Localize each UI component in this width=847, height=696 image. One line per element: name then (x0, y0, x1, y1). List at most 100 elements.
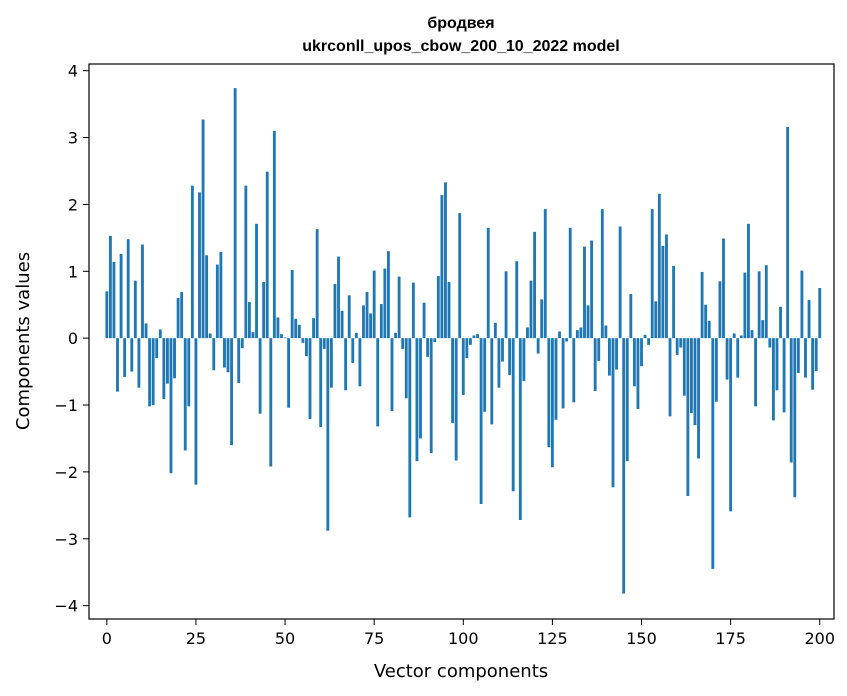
bar-160 (675, 338, 679, 355)
bar-168 (704, 304, 708, 339)
bar-162 (682, 338, 686, 396)
bar-183 (757, 271, 761, 339)
bar-72 (362, 305, 365, 339)
bar-12 (148, 338, 152, 407)
bar-127 (558, 331, 561, 339)
y-tick-label: −4 (54, 597, 78, 616)
bar-22 (183, 338, 187, 451)
bar-159 (672, 265, 676, 339)
bar-199 (814, 338, 818, 371)
bar-126 (554, 338, 558, 420)
bar-35 (230, 338, 234, 446)
bar-179 (743, 272, 747, 339)
bar-24 (190, 185, 194, 339)
bar-68 (347, 295, 351, 339)
bar-129 (565, 338, 569, 342)
bar-26 (198, 192, 201, 339)
bars-group (105, 88, 822, 594)
bar-134 (583, 246, 586, 339)
bar-122 (540, 299, 544, 339)
bar-17 (166, 338, 169, 384)
bar-95 (444, 182, 447, 339)
bar-82 (397, 276, 401, 339)
bar-120 (533, 231, 536, 339)
bar-177 (736, 338, 740, 378)
bar-31 (215, 264, 219, 339)
bar-69 (351, 338, 355, 363)
bar-77 (379, 304, 383, 339)
y-tick-label: −2 (54, 463, 78, 482)
x-tick-label: 100 (448, 629, 479, 648)
bar-66 (340, 310, 344, 339)
bar-8 (133, 280, 137, 339)
bar-150 (640, 338, 643, 367)
bar-64 (333, 283, 337, 339)
bar-174 (725, 338, 729, 380)
y-tick-label: −3 (54, 530, 78, 549)
bar-94 (440, 195, 444, 339)
bar-176 (732, 333, 736, 339)
bar-56 (305, 338, 308, 357)
bar-13 (151, 338, 155, 406)
bar-141 (608, 338, 611, 376)
bar-58 (312, 318, 315, 339)
bar-44 (262, 281, 266, 339)
bar-37 (237, 338, 241, 383)
y-tick-label: −1 (54, 396, 78, 415)
bar-104 (476, 334, 479, 339)
bar-0 (105, 291, 109, 339)
bar-99 (458, 213, 462, 339)
bar-142 (611, 338, 615, 488)
bar-81 (394, 332, 397, 339)
bar-74 (369, 313, 373, 339)
bar-198 (811, 338, 815, 390)
bar-166 (697, 338, 700, 459)
bar-195 (800, 270, 804, 339)
x-axis-ticks: 0 25 50 75 100 125 150 175 200 (102, 619, 835, 648)
bar-73 (365, 292, 369, 339)
x-tick-label: 25 (186, 629, 206, 648)
bar-121 (536, 338, 540, 354)
bar-98 (454, 338, 458, 461)
bar-112 (504, 271, 508, 339)
bar-106 (483, 338, 487, 412)
bar-147 (629, 294, 633, 339)
bar-135 (586, 305, 590, 339)
bar-29 (208, 333, 212, 339)
y-tick-label: 3 (68, 129, 78, 148)
bar-41 (251, 332, 255, 339)
bar-91 (429, 338, 433, 454)
bar-140 (604, 325, 608, 339)
bar-21 (180, 292, 184, 339)
y-tick-label: 1 (68, 262, 78, 281)
bar-67 (344, 338, 348, 391)
x-tick-label: 75 (364, 629, 384, 648)
bar-25 (194, 338, 198, 485)
bar-33 (223, 338, 226, 368)
bar-62 (326, 338, 330, 531)
chart-title-line1: бродвея (427, 15, 494, 32)
bar-175 (729, 338, 733, 512)
bar-71 (358, 338, 362, 387)
bar-43 (258, 338, 262, 414)
bar-42 (255, 223, 258, 339)
bar-169 (707, 320, 711, 339)
y-tick-label: 0 (68, 329, 78, 348)
bar-45 (265, 171, 269, 339)
plot-frame (88, 63, 835, 620)
bar-172 (718, 281, 722, 339)
bar-39 (244, 185, 248, 339)
bar-79 (387, 251, 390, 339)
bar-38 (240, 338, 244, 349)
bar-156 (661, 245, 665, 339)
bar-100 (461, 338, 465, 395)
bar-161 (679, 338, 683, 348)
bar-76 (376, 338, 380, 427)
bar-136 (590, 240, 594, 339)
bar-49 (280, 334, 283, 339)
bar-19 (173, 338, 176, 379)
bar-55 (301, 338, 305, 343)
bar-108 (490, 338, 494, 425)
bar-155 (657, 193, 661, 339)
